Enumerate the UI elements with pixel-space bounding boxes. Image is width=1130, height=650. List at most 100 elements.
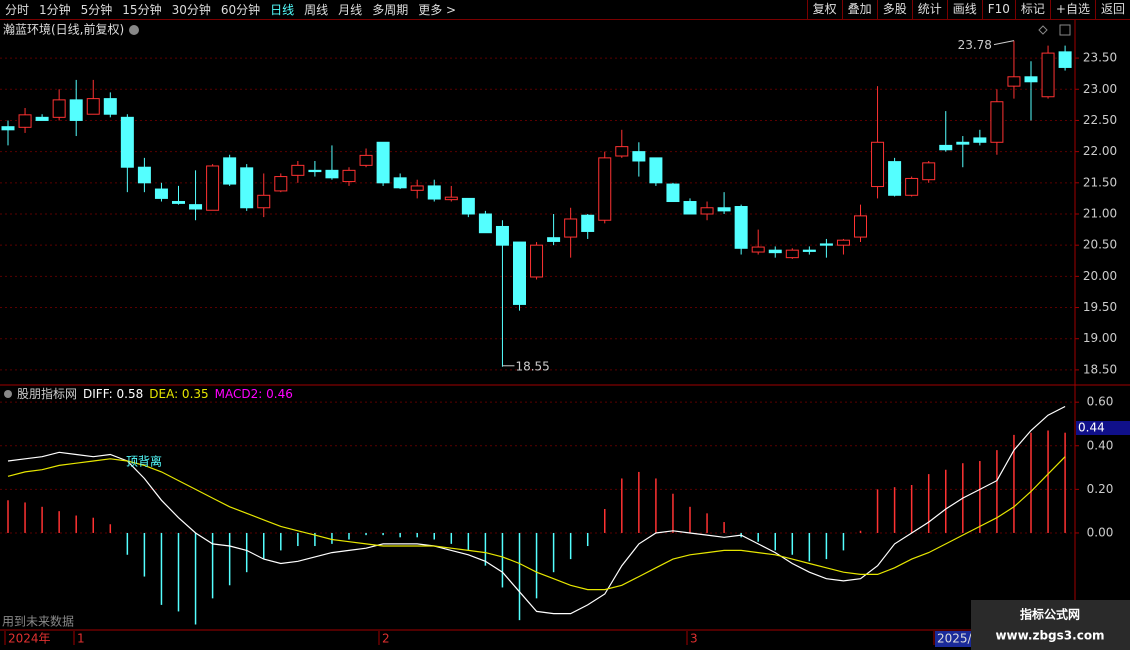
candle-body bbox=[257, 194, 271, 209]
tool-button[interactable]: F10 bbox=[981, 0, 1015, 19]
watermark-url: www.zbgs3.com bbox=[995, 629, 1104, 643]
period-tab[interactable]: 周线 bbox=[304, 3, 329, 17]
legend: 股朋指标网 DIFF: 0.58 DEA: 0.35 MACD2: 0.46 bbox=[17, 386, 293, 401]
title-menu-icon[interactable] bbox=[129, 25, 139, 35]
icon-diamond[interactable] bbox=[1038, 25, 1048, 35]
tool-button[interactable]: 画线 bbox=[946, 0, 982, 19]
candle-body bbox=[854, 215, 867, 238]
candle-body bbox=[871, 141, 885, 188]
tool-button[interactable]: 返回 bbox=[1094, 0, 1130, 19]
candle-body bbox=[1024, 76, 1038, 83]
candle-body bbox=[308, 169, 322, 173]
macd-line bbox=[7, 405, 1066, 615]
period-tab[interactable]: 60分钟 bbox=[220, 3, 261, 17]
candle-body bbox=[598, 157, 612, 221]
candle-body bbox=[1007, 76, 1021, 87]
candle-body bbox=[52, 99, 66, 118]
x-tick-label: 3 bbox=[690, 632, 698, 646]
tool-button[interactable]: 多股 bbox=[876, 0, 912, 19]
y-tick-label: 0.00 bbox=[1087, 525, 1114, 539]
candle-body bbox=[615, 146, 629, 157]
tool-buttons: 复权 叠加 多股 统计 画线 F10 标记 +自选 返回 bbox=[806, 0, 1130, 19]
y-tick-label: 21.00 bbox=[1083, 206, 1117, 220]
candle-body bbox=[154, 188, 168, 199]
y-tick-label: 22.50 bbox=[1083, 113, 1117, 127]
candle-body bbox=[530, 244, 544, 278]
candle-body bbox=[564, 218, 578, 238]
candle-body bbox=[768, 249, 782, 254]
legend-entry: DEA: 0.35 bbox=[149, 387, 208, 401]
candle-body bbox=[86, 98, 100, 115]
candle-body bbox=[223, 157, 237, 185]
macd-line bbox=[7, 456, 1066, 591]
candle-body bbox=[1058, 51, 1072, 68]
candle-body bbox=[802, 249, 816, 252]
candle-body bbox=[69, 99, 83, 121]
period-tab[interactable]: 月线 bbox=[338, 3, 363, 17]
candle-body bbox=[103, 98, 117, 115]
y-tick-label: 18.50 bbox=[1083, 362, 1117, 376]
y-tick-label: 19.50 bbox=[1083, 300, 1117, 314]
candle-body bbox=[513, 241, 526, 305]
candle-body bbox=[274, 176, 288, 192]
watermark-title: 指标公式网 bbox=[1020, 607, 1080, 622]
candle-body bbox=[717, 207, 731, 212]
candle-body bbox=[120, 116, 134, 168]
tool-button[interactable]: +自选 bbox=[1049, 0, 1095, 19]
candle-body bbox=[683, 201, 697, 215]
y-tick-label: 0.60 bbox=[1087, 395, 1114, 409]
candle-body bbox=[973, 137, 987, 143]
candle-body bbox=[734, 206, 748, 249]
candle-body bbox=[495, 225, 509, 246]
x-tick-label: 2025/0 bbox=[937, 632, 979, 646]
candle-body bbox=[342, 169, 356, 183]
high-label: 23.78 bbox=[958, 38, 992, 52]
period-tab[interactable]: 15分钟 bbox=[122, 3, 162, 17]
candle-body bbox=[632, 151, 646, 162]
candle-body bbox=[291, 164, 305, 176]
tool-button[interactable]: 统计 bbox=[911, 0, 947, 19]
y-tick-label: 20.00 bbox=[1083, 269, 1117, 283]
x-tick-label: 2024年 bbox=[8, 632, 51, 646]
low-label: 18.55 bbox=[515, 359, 549, 373]
period-tab[interactable]: 5分钟 bbox=[80, 3, 113, 17]
candle-body bbox=[547, 237, 561, 242]
annotation-arrow bbox=[993, 40, 1015, 46]
candle-body bbox=[649, 157, 663, 184]
y-tick-label: 23.50 bbox=[1083, 51, 1117, 65]
period-tab[interactable]: 分时 bbox=[5, 3, 30, 17]
legend-title: 股朋指标网 bbox=[17, 386, 77, 401]
y-tick-label: 19.00 bbox=[1083, 331, 1117, 345]
icon-window[interactable] bbox=[1059, 24, 1071, 36]
y-tick-label: 0.40 bbox=[1087, 438, 1114, 452]
candle-body bbox=[956, 141, 970, 145]
tool-button[interactable]: 叠加 bbox=[841, 0, 877, 19]
candle-body bbox=[461, 197, 475, 215]
candle-body bbox=[18, 114, 32, 128]
period-tab[interactable]: 更多 > bbox=[418, 3, 457, 17]
candle-body bbox=[1041, 52, 1055, 98]
period-tab[interactable]: 1分钟 bbox=[39, 3, 71, 17]
cursor-label: 0.44 bbox=[1078, 421, 1105, 435]
candle-body bbox=[410, 185, 424, 191]
candle-body bbox=[478, 213, 492, 234]
candle-body bbox=[1, 126, 15, 131]
toolbar: 分时 1分钟 5分钟 15分钟 30分钟 60分钟 日线 周线 月线 多周期 更多 > 复权 叠加 多股统… bbox=[0, 0, 1130, 20]
tool-button[interactable]: 复权 bbox=[806, 0, 842, 19]
indicator-icon bbox=[4, 390, 12, 398]
candle-body bbox=[359, 154, 373, 166]
tool-button[interactable]: 标记 bbox=[1014, 0, 1050, 19]
annotation: 顶背离 bbox=[126, 454, 162, 469]
candle-body bbox=[939, 144, 953, 151]
period-tab[interactable]: 30分钟 bbox=[171, 3, 211, 17]
legend-entry: MACD2: 0.46 bbox=[215, 387, 293, 401]
x-tick-label: 1 bbox=[77, 632, 85, 646]
candle-body bbox=[376, 141, 390, 184]
candle-body bbox=[137, 166, 151, 184]
period-tab[interactable]: 多周期 bbox=[372, 3, 409, 17]
cursor-box bbox=[1076, 421, 1130, 435]
candle-body bbox=[581, 214, 595, 232]
period-tab[interactable]: 日线 bbox=[270, 3, 295, 17]
candle-body bbox=[172, 201, 185, 204]
